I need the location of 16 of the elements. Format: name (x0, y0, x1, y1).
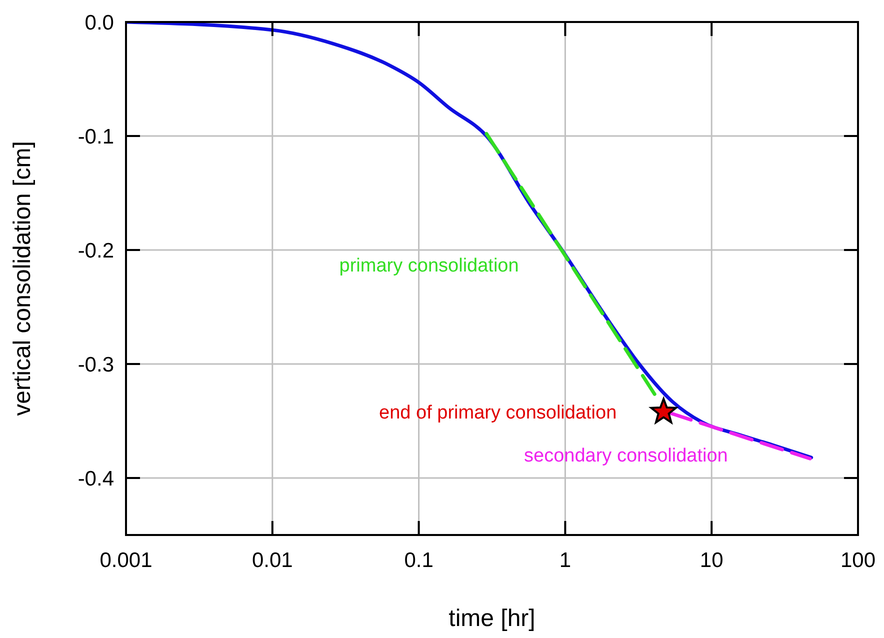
x-axis-title: time [hr] (448, 605, 536, 632)
y-tick-label: -0.2 (78, 239, 114, 262)
x-tick-label: 100 (840, 549, 876, 572)
y-axis-title: vertical consolidation [cm] (9, 141, 36, 416)
annotation: primary consolidation (339, 255, 519, 276)
annotation: end of primary consolidation (379, 402, 617, 424)
annotation: secondary consolidation (524, 446, 728, 467)
x-tick-label: 0.01 (252, 549, 293, 572)
y-tick-label: -0.3 (78, 353, 114, 376)
y-tick-label: 0.0 (84, 11, 114, 34)
y-tick-label: -0.1 (78, 125, 114, 148)
x-tick-label: 0.1 (404, 549, 434, 572)
x-tick-label: 1 (559, 549, 572, 572)
y-tick-label: -0.4 (78, 467, 114, 490)
x-tick-label: 0.001 (100, 549, 152, 572)
x-tick-label: 10 (700, 549, 724, 572)
